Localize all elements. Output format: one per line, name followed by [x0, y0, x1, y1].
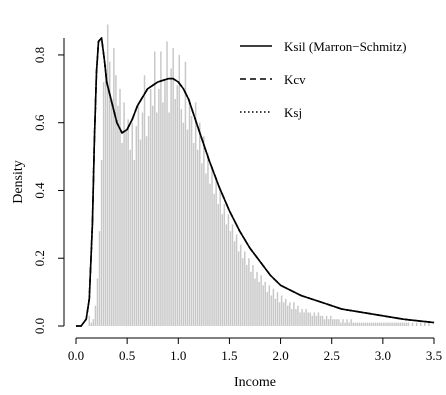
- x-tick-label: 1.5: [221, 348, 237, 363]
- series-line-dashed: [76, 37, 435, 327]
- y-tick-label: 0.4: [32, 182, 47, 199]
- x-tick-label: 0.5: [119, 348, 135, 363]
- legend-label: Ksil (Marron−Schmitz): [284, 39, 407, 54]
- y-tick-label: 0.0: [32, 318, 47, 334]
- density-lines: [76, 37, 435, 327]
- tick-labels: 0.0 0.5 1.0 1.5 2.0 2.5 3.0 3.5 0.0 0.2 0.4 0.6 0.8: [32, 47, 442, 363]
- axes: [58, 38, 435, 344]
- y-tick-label: 0.6: [32, 114, 47, 131]
- y-axis-label: Density: [11, 160, 26, 204]
- y-tick-label: 0.8: [32, 47, 47, 63]
- x-tick-label: 0.0: [68, 348, 84, 363]
- x-axis-label: Income: [234, 375, 276, 390]
- series-line-dotted: [76, 37, 435, 327]
- x-tick-label: 2.5: [324, 348, 340, 363]
- legend-label: Ksj: [284, 105, 302, 120]
- legend: Ksil (Marron−Schmitz) Kcv Ksj: [240, 39, 407, 120]
- x-tick-label: 2.0: [272, 348, 288, 363]
- x-tick-label: 3.0: [375, 348, 391, 363]
- x-tick-label: 1.0: [170, 348, 186, 363]
- histogram-bars: [88, 24, 430, 326]
- y-tick-label: 0.2: [32, 250, 47, 266]
- x-tick-label: 3.5: [426, 348, 442, 363]
- legend-label: Kcv: [284, 72, 306, 87]
